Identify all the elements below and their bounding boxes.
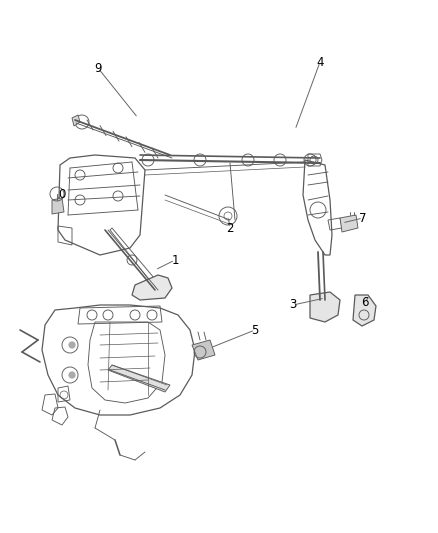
Text: 0: 0 [58, 189, 66, 201]
Text: 9: 9 [94, 61, 102, 75]
Text: 6: 6 [361, 295, 369, 309]
Polygon shape [353, 295, 376, 326]
Text: 5: 5 [251, 324, 259, 336]
Text: 4: 4 [316, 55, 324, 69]
Polygon shape [132, 275, 172, 300]
Text: 3: 3 [290, 298, 297, 311]
Circle shape [69, 342, 75, 348]
Polygon shape [340, 215, 358, 232]
Polygon shape [52, 198, 64, 214]
Circle shape [69, 372, 75, 378]
Polygon shape [310, 292, 340, 322]
Polygon shape [108, 365, 170, 392]
Text: 7: 7 [359, 212, 367, 224]
Polygon shape [72, 115, 80, 126]
Text: 2: 2 [226, 222, 234, 235]
Text: 1: 1 [171, 254, 179, 266]
Polygon shape [192, 340, 215, 360]
